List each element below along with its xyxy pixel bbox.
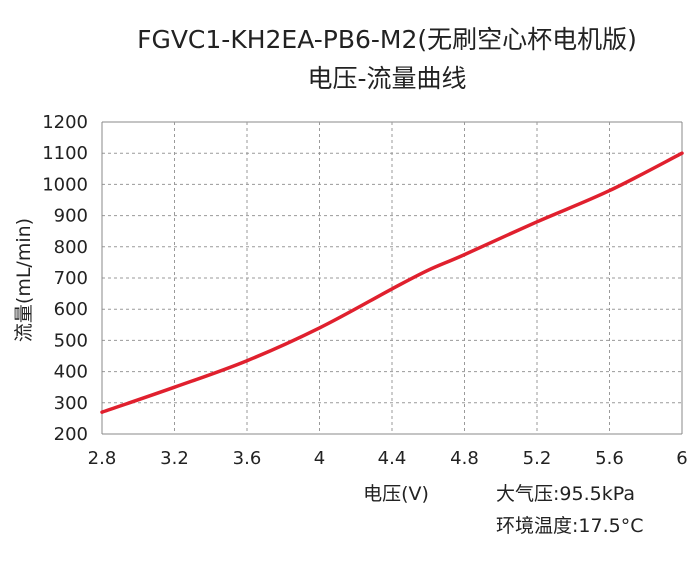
y-tick-label: 700 xyxy=(54,268,88,289)
x-tick-label: 6 xyxy=(676,448,687,469)
y-tick-label: 200 xyxy=(54,424,88,445)
y-tick-label: 400 xyxy=(54,362,88,383)
x-tick-label: 5.2 xyxy=(523,448,552,469)
y-tick-label: 900 xyxy=(54,206,88,227)
x-tick-labels: 2.8 3.2 3.6 4 4.4 4.8 5.2 5.6 6 xyxy=(88,448,688,469)
y-tick-label: 600 xyxy=(54,299,88,320)
series-line xyxy=(100,151,684,414)
y-axis-label: 流量(mL/min) xyxy=(13,218,35,342)
annotation-pressure: 大气压:95.5kPa xyxy=(496,483,635,505)
x-tick-label: 3.2 xyxy=(160,448,189,469)
y-tick-label: 300 xyxy=(54,393,88,414)
y-tick-label: 1100 xyxy=(42,143,88,164)
y-tick-labels: 200 300 400 500 600 700 800 900 1000 1100 1200 xyxy=(42,112,88,445)
grid-lines xyxy=(101,121,683,435)
y-tick-label: 1200 xyxy=(42,112,88,133)
x-tick-label: 5.6 xyxy=(595,448,624,469)
chart-subtitle: 电压-流量曲线 xyxy=(307,64,466,93)
y-tick-label: 500 xyxy=(54,330,88,351)
series-layer xyxy=(100,151,684,414)
x-tick-label: 4.4 xyxy=(378,448,407,469)
annotation-temperature: 环境温度:17.5°C xyxy=(496,515,643,537)
x-tick-label: 4.8 xyxy=(450,448,479,469)
x-tick-label: 4 xyxy=(314,448,325,469)
x-axis-label: 电压(V) xyxy=(363,483,429,505)
y-tick-label: 800 xyxy=(54,237,88,258)
y-tick-label: 1000 xyxy=(42,174,88,195)
x-tick-label: 2.8 xyxy=(88,448,117,469)
chart-title: FGVC1-KH2EA-PB6-M2(无刷空心杯电机版) xyxy=(137,25,637,54)
x-tick-label: 3.6 xyxy=(233,448,262,469)
